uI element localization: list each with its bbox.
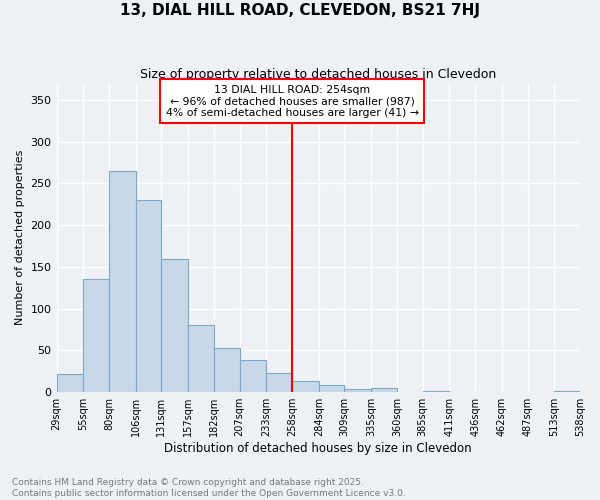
Bar xyxy=(292,382,319,392)
Bar xyxy=(266,373,292,392)
Bar xyxy=(109,171,136,392)
Bar xyxy=(319,384,344,392)
Bar xyxy=(214,348,239,392)
Bar xyxy=(161,258,188,392)
Y-axis label: Number of detached properties: Number of detached properties xyxy=(15,150,25,326)
Bar xyxy=(239,360,266,392)
Bar xyxy=(83,280,109,392)
Bar xyxy=(344,389,371,392)
Bar xyxy=(371,388,397,392)
Text: 13 DIAL HILL ROAD: 254sqm
← 96% of detached houses are smaller (987)
4% of semi-: 13 DIAL HILL ROAD: 254sqm ← 96% of detac… xyxy=(166,84,419,118)
X-axis label: Distribution of detached houses by size in Clevedon: Distribution of detached houses by size … xyxy=(164,442,472,455)
Text: Contains HM Land Registry data © Crown copyright and database right 2025.
Contai: Contains HM Land Registry data © Crown c… xyxy=(12,478,406,498)
Bar xyxy=(188,326,214,392)
Bar xyxy=(554,390,580,392)
Bar xyxy=(56,374,83,392)
Title: Size of property relative to detached houses in Clevedon: Size of property relative to detached ho… xyxy=(140,68,496,80)
Bar xyxy=(422,390,449,392)
Bar xyxy=(136,200,161,392)
Text: 13, DIAL HILL ROAD, CLEVEDON, BS21 7HJ: 13, DIAL HILL ROAD, CLEVEDON, BS21 7HJ xyxy=(120,2,480,18)
